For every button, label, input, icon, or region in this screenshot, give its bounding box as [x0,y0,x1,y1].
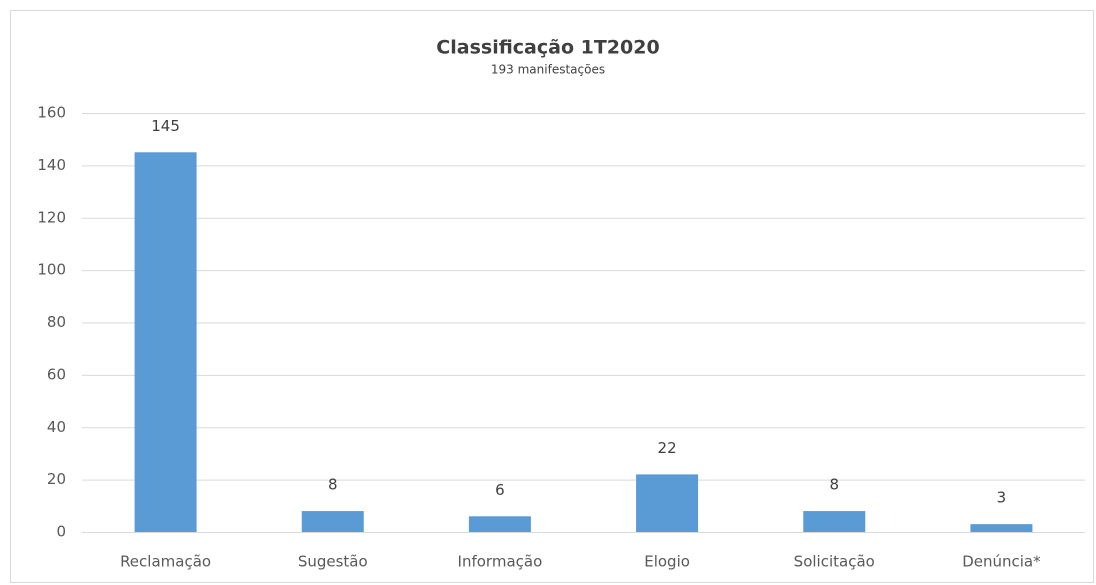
data-label: 22 [658,439,677,457]
x-tick-label: Denúncia* [962,553,1041,571]
y-tick-label: 120 [37,208,66,226]
y-tick-label: 160 [37,104,66,122]
y-tick-label: 60 [47,365,66,383]
bar [970,524,1033,532]
data-label: 3 [997,489,1007,507]
x-tick-label: Sugestão [298,553,368,571]
bar [301,511,364,532]
y-tick-label: 20 [47,470,66,488]
y-tick-label: 80 [47,313,66,331]
x-tick-label: Reclamação [120,553,211,571]
data-label: 8 [829,476,839,494]
bar [468,516,531,532]
data-label: 8 [328,476,338,494]
x-tick-label: Solicitação [794,553,875,571]
chart-subtitle: 193 manifestações [491,63,605,77]
bar [134,152,197,532]
data-label: 145 [151,117,180,135]
bar [803,511,866,532]
x-tick-label: Informação [458,553,543,571]
y-tick-label: 0 [56,523,66,541]
x-tick-label: Elogio [644,553,690,571]
bar [636,474,699,532]
y-tick-label: 40 [47,418,66,436]
y-tick-label: 140 [37,156,66,174]
data-label: 6 [495,481,505,499]
y-tick-label: 100 [37,261,66,279]
chart-title: Classificação 1T2020 [436,37,659,59]
